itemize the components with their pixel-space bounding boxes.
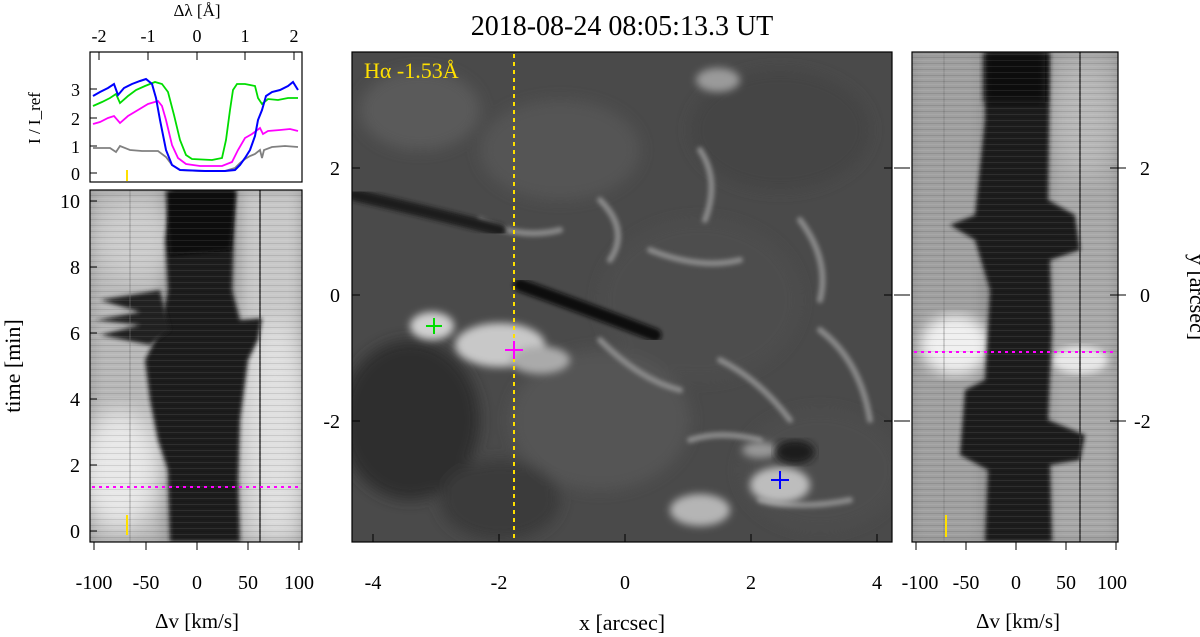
profile-y-tick: 0: [71, 164, 80, 184]
profile-curve-green: [92, 81, 298, 161]
time-spectrum-panel: 0 2 4 6 8 10 -100 -50 0 50 100 Δv [km/s]…: [0, 189, 314, 633]
time-x-tick: -50: [133, 572, 160, 594]
profile-top-tick: 0: [193, 26, 202, 46]
y-panel-y-tick: -2: [1134, 411, 1151, 433]
time-x-tick: 0: [192, 572, 202, 594]
marker-green: [426, 318, 442, 334]
profile-panel: Δλ [Å] -2 -1 0 1 2 0 1 2 3 I / I_ref: [25, 1, 303, 184]
y-spectrum-panel: -100 -50 0 50 100 2 0 -2 Δv [km/s] y [ar…: [902, 51, 1200, 633]
time-x-axis-label: Δv [km/s]: [155, 609, 239, 633]
time-x-tick: 50: [238, 572, 258, 594]
profile-curve-magenta: [92, 99, 299, 167]
profile-top-tick: 1: [241, 26, 250, 46]
y-panel-x-tick: 0: [1011, 572, 1021, 594]
y-panel-x-tick: 50: [1056, 572, 1076, 594]
profile-top-tick: -1: [141, 26, 156, 46]
profile-curves: [92, 77, 299, 172]
time-y-tick: 10: [60, 191, 80, 213]
profile-y-tick: 2: [71, 109, 80, 129]
time-y-tick: 6: [70, 323, 80, 345]
figure-title: 2018-08-24 08:05:13.3 UT: [471, 11, 774, 42]
y-panel-x-tick: -100: [902, 572, 939, 594]
image-x-tick: 2: [746, 572, 756, 594]
image-x-tick: 4: [872, 572, 882, 594]
profile-top-axis-label: Δλ [Å]: [173, 1, 220, 20]
marker-blue: [771, 471, 789, 489]
y-panel-x-tick: -50: [953, 572, 980, 594]
image-x-axis-label: x [arcsec]: [579, 610, 665, 635]
time-y-axis-label: time [min]: [0, 319, 25, 412]
profile-top-tick: -2: [92, 26, 107, 46]
line-label: Hα -1.53Å: [364, 58, 459, 83]
profile-y-axis-label: I / I_ref: [25, 92, 44, 144]
image-y-tick: 0: [330, 285, 340, 307]
y-panel-x-tick: 100: [1097, 572, 1127, 594]
time-x-tick: -100: [76, 572, 113, 594]
image-y-tick: 2: [330, 158, 340, 180]
y-panel-x-axis-label: Δv [km/s]: [976, 609, 1060, 633]
y-panel-y-tick: 2: [1140, 158, 1150, 180]
image-y-tick: -2: [323, 411, 340, 433]
image-x-tick: -2: [491, 572, 508, 594]
time-y-tick: 0: [70, 521, 80, 543]
profile-y-tick: 1: [71, 137, 80, 157]
time-y-tick: 8: [70, 257, 80, 279]
y-panel-y-tick: 0: [1140, 285, 1150, 307]
time-y-tick: 4: [70, 389, 80, 411]
marker-magenta: [505, 341, 523, 359]
time-x-tick: 100: [284, 572, 314, 594]
time-y-tick: 2: [70, 455, 80, 477]
halpha-image-panel: Hα -1.53Å -4: [323, 51, 910, 635]
profile-curve-blue: [92, 77, 299, 172]
profile-top-tick: 2: [290, 26, 299, 46]
image-x-tick: -4: [365, 572, 382, 594]
y-panel-y-axis-label: y [arcsec]: [1185, 254, 1200, 340]
profile-y-tick: 3: [71, 80, 80, 100]
image-x-tick: 0: [620, 572, 630, 594]
